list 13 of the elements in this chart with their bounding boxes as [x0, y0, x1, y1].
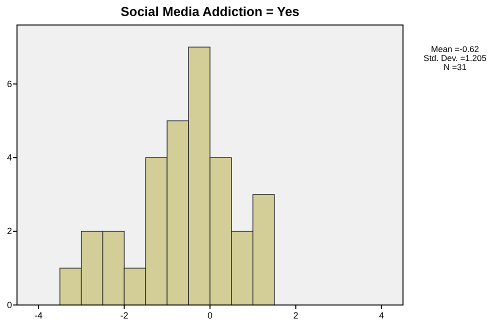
text: Std. Dev. =1.205 — [424, 53, 487, 63]
y-tick-label: 6 — [6, 78, 12, 89]
text: N =31 — [444, 62, 467, 72]
y-tick-label: 2 — [6, 226, 12, 236]
x-tick-label: 2 — [293, 310, 298, 320]
text: Mean =-0.62 — [431, 44, 480, 54]
y-tick-label: 0 — [6, 300, 12, 310]
y-tick-label: 4 — [6, 152, 12, 163]
x-tick-label: 0 — [207, 310, 213, 320]
x-tick-label: -4 — [34, 310, 42, 320]
x-tick-label: 4 — [379, 310, 384, 320]
x-tick-label: -2 — [120, 310, 128, 320]
chart-title: Social Media Addiction = Yes — [120, 4, 300, 19]
